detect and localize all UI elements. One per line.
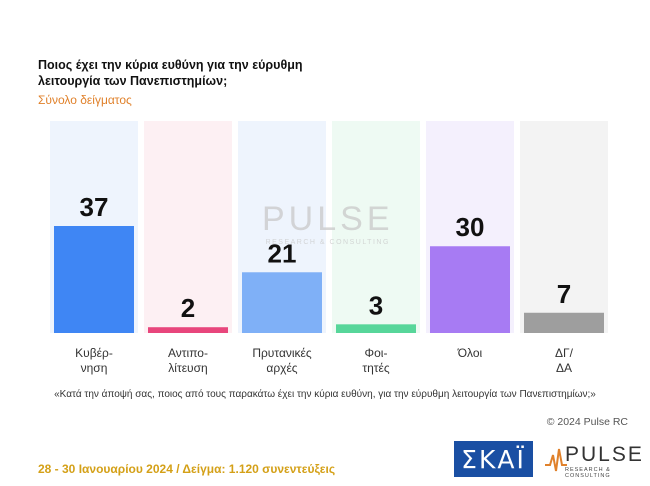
category-label: αρχές (266, 361, 297, 375)
skai-logo: ΣΚΑΪ (454, 441, 533, 477)
chart-title: Ποιος έχει την κύρια ευθύνη για την εύρυ… (38, 58, 303, 88)
category-label: ΔΓ/ (555, 346, 574, 360)
bar-value-label: 2 (181, 293, 195, 323)
survey-dates-sample: 28 - 30 Ιανουαρίου 2024 / Δείγμα: 1.120 … (38, 462, 336, 476)
pulse-logo-name: PULSE (565, 443, 644, 466)
pulse-wave-icon (545, 448, 567, 472)
pulse-logo-tagline: RESEARCH & CONSULTING (565, 467, 611, 479)
bar-chart: 37Κυβέρ-νηση2Αντιπο-λίτευση21Πρυτανικέςα… (50, 121, 608, 375)
category-label: τητές (362, 361, 390, 375)
skai-logo-text: ΣΚΑΪ (461, 444, 526, 474)
category-label: λίτευση (168, 361, 207, 375)
bar-background (332, 121, 420, 333)
bar (242, 272, 322, 333)
category-label: ΔΑ (556, 361, 572, 375)
bar (336, 324, 416, 333)
bar (524, 312, 604, 333)
bar-value-label: 30 (456, 212, 485, 242)
pulse-logo: PULSE RESEARCH & CONSULTING (545, 441, 645, 479)
category-label: Φοι- (365, 346, 388, 360)
bar-value-label: 37 (80, 192, 109, 222)
category-label: Κυβέρ- (75, 346, 113, 360)
bar-background (520, 121, 608, 333)
chart-subtitle: Σύνολο δείγματος (38, 93, 132, 107)
category-label: νηση (81, 361, 108, 375)
survey-question: «Κατά την άποψή σας, ποιος από τους παρα… (54, 389, 596, 400)
bar-value-label: 7 (557, 279, 571, 309)
category-label: Αντιπο- (168, 346, 208, 360)
category-label: Όλοι (457, 346, 483, 360)
bar-value-label: 3 (369, 290, 383, 320)
bar (148, 327, 228, 333)
bar (54, 226, 134, 333)
copyright-note: © 2024 Pulse RC (546, 416, 628, 428)
category-label: Πρυτανικές (252, 346, 312, 360)
bar (430, 246, 510, 333)
bar-background (144, 121, 232, 333)
bar-value-label: 21 (268, 238, 297, 268)
